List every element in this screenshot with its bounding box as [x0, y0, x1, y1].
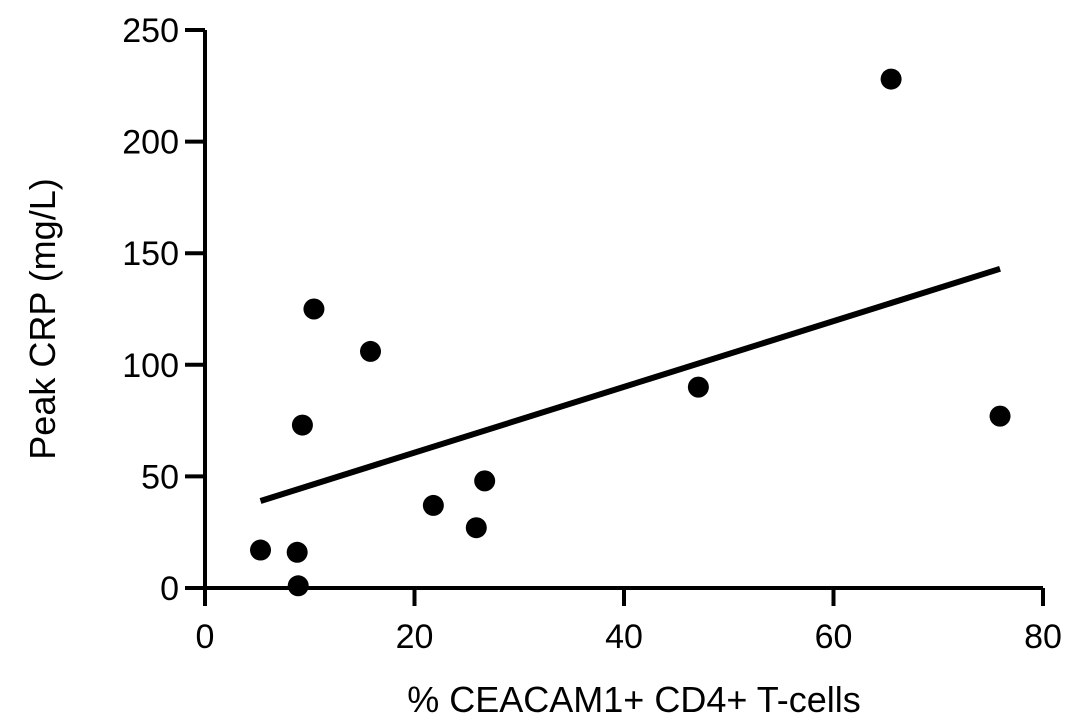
y-tick-label: 150 [122, 235, 179, 273]
x-tick-label: 20 [396, 618, 434, 656]
data-point [287, 575, 309, 597]
data-point [286, 541, 308, 563]
y-tick-label: 0 [160, 570, 179, 608]
data-point [303, 298, 325, 320]
x-tick-label: 80 [1024, 618, 1062, 656]
data-point [360, 340, 382, 362]
y-axis-title: Peak CRP (mg/L) [22, 178, 63, 459]
y-tick-label: 100 [122, 347, 179, 385]
data-point [465, 517, 487, 539]
y-tick-label: 250 [122, 12, 179, 50]
y-tick-label: 50 [141, 458, 179, 496]
x-axis-ticks: 0 20 40 60 80 [196, 588, 1062, 656]
data-point [880, 68, 902, 90]
data-point [291, 414, 313, 436]
x-tick-label: 60 [815, 618, 853, 656]
y-tick-label: 200 [122, 124, 179, 162]
y-axis-ticks: 0 50 100 150 200 250 [122, 12, 205, 608]
x-tick-label: 40 [605, 618, 643, 656]
x-tick-label: 0 [196, 618, 215, 656]
data-points [250, 68, 1011, 597]
data-point [687, 376, 709, 398]
regression-line [259, 265, 1001, 504]
data-point [989, 405, 1011, 427]
x-axis-title: % CEACAM1+ CD4+ T-cells [407, 679, 860, 720]
data-point [422, 494, 444, 516]
data-point [474, 470, 496, 492]
data-point [250, 539, 272, 561]
plot-area: 0 20 40 60 80 0 50 100 150 200 250 [122, 12, 1062, 656]
